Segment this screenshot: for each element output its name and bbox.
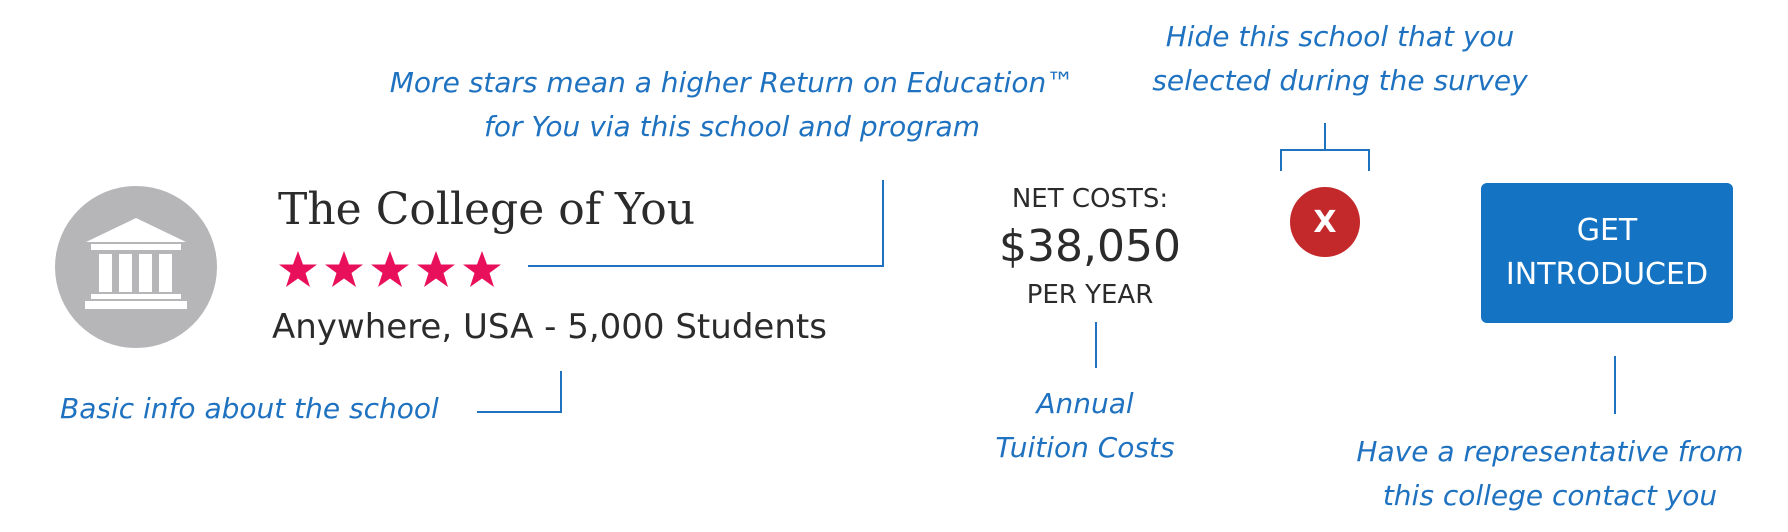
star-icon	[371, 251, 409, 287]
hide-annotation-line-2: selected during the survey	[1152, 64, 1528, 97]
stars-annotation: More stars mean a higher Return on Educa…	[372, 61, 1092, 149]
institution-icon	[85, 218, 187, 309]
cta-annotation: Have a representative from this college …	[1330, 430, 1770, 518]
hide-connector-right	[1368, 149, 1370, 171]
tuition-connector	[1095, 322, 1097, 368]
stars-annotation-line-2: for You via this school and program	[484, 110, 980, 143]
hide-annotation: Hide this school that you selected durin…	[1120, 15, 1560, 103]
net-costs-period: PER YEAR	[1026, 280, 1154, 310]
net-costs: NET COSTS: $38,050 PER YEAR	[990, 180, 1190, 314]
tuition-annotation-line-1: Annual	[1036, 387, 1134, 420]
net-costs-amount: $38,050	[999, 221, 1181, 272]
tuition-annotation-line-2: Tuition Costs	[995, 431, 1175, 464]
tuition-annotation: Annual Tuition Costs	[960, 382, 1210, 470]
net-costs-label: NET COSTS:	[1011, 184, 1169, 214]
hide-school-button[interactable]: X	[1290, 187, 1360, 257]
school-avatar	[55, 186, 217, 348]
school-name[interactable]: The College of You	[278, 184, 696, 235]
cta-annotation-line-1: Have a representative from	[1356, 435, 1744, 468]
stars-connector-vertical	[882, 180, 884, 267]
get-introduced-button[interactable]: GET INTRODUCED	[1481, 183, 1733, 323]
hide-annotation-line-1: Hide this school that you	[1165, 20, 1515, 53]
basic-info-annotation: Basic info about the school	[60, 392, 439, 425]
school-location-students: Anywhere, USA - 5,000 Students	[272, 307, 827, 347]
star-icon	[279, 251, 317, 287]
stars-annotation-line-1: More stars mean a higher Return on Educa…	[389, 66, 1075, 99]
basic-info-connector-vertical	[560, 371, 562, 413]
star-icon	[417, 251, 455, 287]
stars-connector-horizontal	[528, 265, 884, 267]
cta-annotation-line-2: this college contact you	[1382, 479, 1718, 512]
get-introduced-label: GET INTRODUCED	[1505, 213, 1709, 292]
cta-connector	[1614, 356, 1616, 414]
star-icon	[463, 251, 501, 287]
hide-connector-bar	[1280, 149, 1370, 151]
star-rating	[278, 250, 502, 296]
star-icon	[325, 251, 363, 287]
basic-info-connector-horizontal	[477, 411, 562, 413]
hide-connector-stem	[1324, 123, 1326, 150]
hide-connector-left	[1280, 149, 1282, 171]
